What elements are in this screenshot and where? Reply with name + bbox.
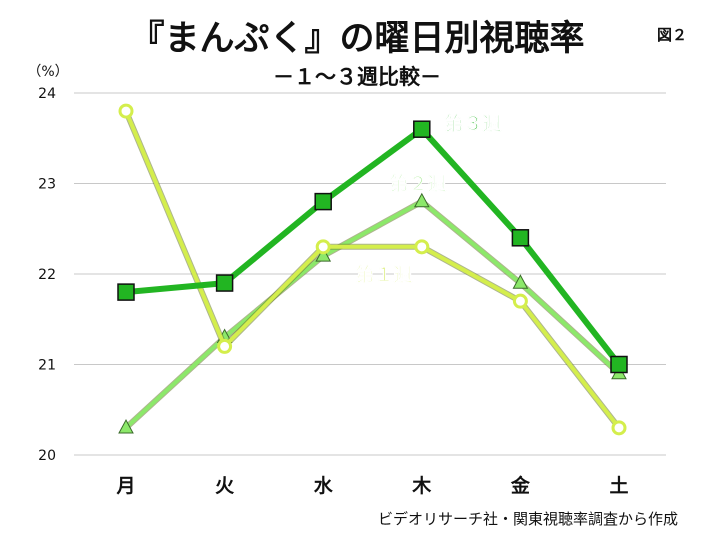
series-2: [117, 120, 628, 374]
point-s0-5: [611, 420, 627, 436]
figure-label: 図２: [657, 26, 687, 44]
point-s2-2: [314, 192, 332, 211]
y-axis-unit: （%）: [27, 64, 68, 80]
point-s0-2: [315, 239, 331, 255]
x-tick-2: 水: [314, 475, 334, 497]
series-label-0: 第１週: [355, 263, 412, 286]
x-tick-1: 火: [215, 475, 235, 497]
y-tick-labels: 20 21 22 23 24: [38, 86, 56, 464]
series-label-1: 第２週: [389, 172, 446, 195]
x-tick-0: 月: [115, 475, 135, 497]
series-line-2: [125, 126, 622, 367]
y-tick-24: 24: [38, 86, 56, 102]
y-tick-20: 20: [38, 448, 56, 464]
source-note: ビデオリサーチ社・関東視聴率調査から作成: [378, 510, 678, 528]
series-line-1: [124, 199, 621, 430]
series-1: [118, 192, 627, 434]
point-s0-4: [512, 293, 528, 309]
series-lines: [117, 103, 628, 436]
point-s1-2: [315, 247, 332, 262]
point-s2-3: [413, 120, 431, 138]
point-s1-0: [118, 418, 134, 434]
point-s0-0: [118, 103, 134, 119]
series-line-0: [124, 110, 621, 430]
chart-subtitle: －１～３週比較－: [273, 65, 441, 89]
series-line-outline-1: [123, 198, 622, 431]
point-s2-0: [117, 283, 135, 301]
x-tick-labels: 月火水木金土: [115, 474, 628, 497]
chart-title: 『まんぷく』の曜日別視聴率: [129, 19, 584, 59]
point-s1-3: [413, 192, 430, 208]
x-tick-5: 土: [609, 475, 628, 497]
y-tick-23: 23: [38, 177, 56, 193]
point-s1-4: [512, 274, 529, 289]
point-s0-3: [414, 239, 430, 255]
point-s0-1: [217, 338, 233, 354]
y-tick-21: 21: [38, 358, 56, 374]
x-tick-3: 木: [411, 474, 432, 497]
series-0: [118, 103, 627, 436]
y-tick-22: 22: [38, 267, 56, 283]
point-s2-5: [610, 355, 628, 374]
series-label-2: 第３週: [444, 112, 501, 135]
series-labels: 第１週 第２週 第３週: [355, 112, 502, 287]
point-s2-1: [215, 274, 234, 292]
x-tick-4: 金: [510, 474, 531, 497]
point-s2-4: [511, 229, 530, 247]
